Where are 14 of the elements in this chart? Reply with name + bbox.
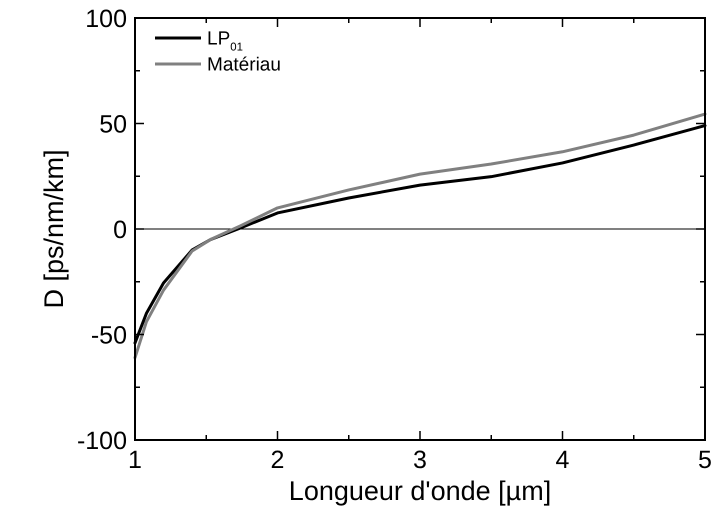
x-tick-label: 3 [413,446,427,474]
legend-label: Matériau [207,54,281,76]
y-tick-label: -50 [90,321,127,350]
legend-label: LP$_{01}$ [207,28,243,54]
x-axis-title: Longueur d'onde [µm] [288,476,552,506]
x-tick-label: 4 [556,446,570,474]
y-axis-title: D [ps/nm/km] [39,149,69,309]
y-tick-label: 0 [113,216,127,244]
y-tick-label: 50 [99,110,127,138]
y-tick-label: -100 [76,426,127,455]
x-tick-label: 2 [270,446,284,474]
x-tick-label: 1 [128,446,142,474]
x-tick-label: 5 [698,446,712,474]
y-tick-label: 100 [85,4,127,33]
